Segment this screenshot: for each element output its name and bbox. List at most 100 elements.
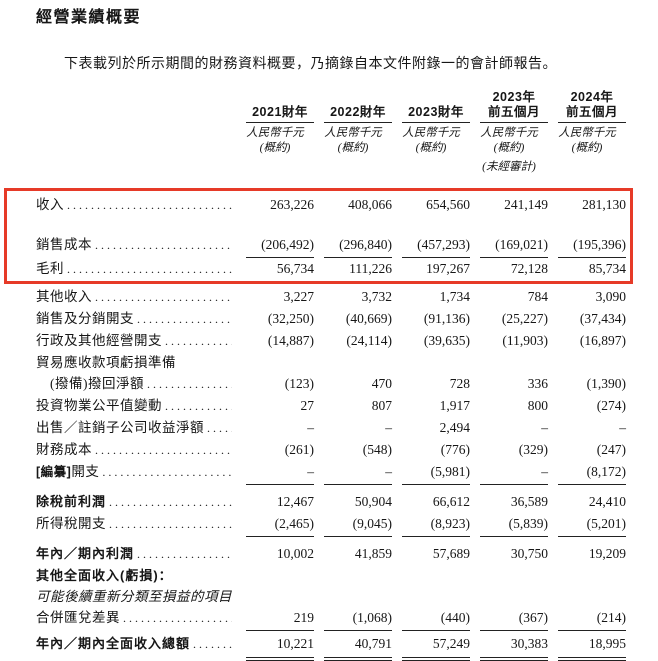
dot-leader <box>95 287 232 308</box>
table-row: (撥備)撥回淨額 (123) 470 728 336 (1,390) <box>36 373 626 395</box>
cell-value: 1,917 <box>439 398 470 413</box>
cell-value: (39,635) <box>423 333 470 348</box>
cell-value: 728 <box>449 376 470 391</box>
cell-value: 2,494 <box>439 420 470 435</box>
row-label-area: 其他收入 <box>36 286 236 308</box>
column-approx-note: (概約) <box>259 142 291 154</box>
column-unit-label: 人民幣千元 <box>480 127 538 139</box>
table-row: 銷售及分銷開支 (32,250) (40,669) (91,136) (25,227) (… <box>36 308 626 330</box>
table-row: 行政及其他經營開支 (14,887) (24,114) (39,635) (11,903… <box>36 330 626 352</box>
table-cell: (776) <box>392 439 470 460</box>
table-cell: (261) <box>236 439 314 460</box>
table-cell: 72,128 <box>470 258 548 279</box>
cell-value: – <box>307 420 314 435</box>
cell-value: (32,250) <box>267 311 314 326</box>
table-row: 除稅前利潤 12,467 50,904 66,612 36,589 24,410 <box>36 491 626 513</box>
table-cell: (195,396) <box>548 234 626 258</box>
table-cell: 654,560 <box>392 194 470 215</box>
cell-value: (14,887) <box>267 333 314 348</box>
cell-value: 24,410 <box>588 494 626 509</box>
row-label-area: [編纂]開支 <box>36 461 236 483</box>
cell-value: (2,465) <box>246 513 314 537</box>
table-cell: (367) <box>470 607 548 631</box>
cell-value: (776) <box>440 442 470 457</box>
column-year-label: 2024年 前五個月 <box>558 90 626 123</box>
intro-paragraph: 下表載列於所示期間的財務資料概要，乃摘錄自本文件附錄一的會計師報告。 <box>64 57 557 72</box>
cell-value: 197,267 <box>426 261 470 276</box>
row-label: 所得稅開支 <box>36 516 106 531</box>
cell-value: 50,904 <box>354 494 392 509</box>
table-row: 可能後續重新分類至損益的項目 <box>36 586 626 607</box>
dot-leader <box>95 440 232 461</box>
table-cell: 85,734 <box>548 258 626 279</box>
row-label-area: 出售／註銷子公司收益淨額 <box>36 417 236 439</box>
table-cell: 30,750 <box>470 543 548 564</box>
dot-leader <box>109 492 232 513</box>
cell-value: 263,226 <box>270 197 314 212</box>
dot-leader <box>137 544 232 565</box>
table-cell: – <box>470 417 548 438</box>
cell-value: (329) <box>518 442 548 457</box>
cell-value: 219 <box>246 607 314 631</box>
row-label-area: (撥備)撥回淨額 <box>36 373 236 395</box>
row-label-area: 合併匯兌差異 <box>36 607 236 629</box>
table-cell: 56,734 <box>236 258 314 279</box>
table-cell: 36,589 <box>470 491 548 512</box>
table-cell: 111,226 <box>314 258 392 279</box>
table-row: [編纂]開支––(5,981)–(8,172) <box>36 461 626 485</box>
column-approx-note: (概約) <box>493 142 525 154</box>
dot-leader <box>109 514 232 535</box>
row-label-area: 行政及其他經營開支 <box>36 330 236 352</box>
table-cell: – <box>236 417 314 438</box>
table-row: 其他全面收入(虧損)： <box>36 565 626 586</box>
table-cell: – <box>314 461 392 485</box>
cell-value: 3,090 <box>595 289 626 304</box>
cell-value: (9,045) <box>324 513 392 537</box>
table-cell: (14,887) <box>236 330 314 351</box>
cell-value: (16,897) <box>579 333 626 348</box>
cell-value: 30,750 <box>510 546 548 561</box>
table-cell: (16,897) <box>548 330 626 351</box>
row-label: 銷售及分銷開支 <box>36 311 134 326</box>
cell-value: (261) <box>284 442 314 457</box>
table-cell: 19,209 <box>548 543 626 564</box>
table-row: 出售／註銷子公司收益淨額 – – 2,494 – – <box>36 417 626 439</box>
cell-value: 1,734 <box>439 289 470 304</box>
row-label-area: 投資物業公平值變動 <box>36 395 236 417</box>
column-header: 2021財年 人民幣千元 (概約) <box>236 90 314 174</box>
table-cell: (8,923) <box>392 513 470 537</box>
table-cell: – <box>314 417 392 438</box>
row-label: 出售／註銷子公司收益淨額 <box>36 420 204 435</box>
table-cell: (11,903) <box>470 330 548 351</box>
table-cell: 3,090 <box>548 286 626 307</box>
cell-value: 784 <box>527 289 548 304</box>
row-label: 貿易應收款項虧損準備 <box>36 355 176 370</box>
table-cell: 1,917 <box>392 395 470 416</box>
cell-value: 800 <box>527 398 548 413</box>
table-cell: (32,250) <box>236 308 314 329</box>
dot-leader <box>102 462 232 483</box>
table-row: 收入 263,226 408,066 654,560 241,149 281,130 <box>36 194 626 216</box>
cell-value: – <box>324 461 392 485</box>
table-cell: (274) <box>548 395 626 416</box>
cell-value: (206,492) <box>246 234 314 258</box>
row-label: 其他收入 <box>36 289 92 304</box>
table-cell: (91,136) <box>392 308 470 329</box>
table-cell: (25,227) <box>470 308 548 329</box>
cell-value: (11,903) <box>502 333 548 348</box>
column-approx-note: (概約) <box>571 142 603 154</box>
table-cell: (440) <box>392 607 470 631</box>
row-label: 可能後續重新分類至損益的項目 <box>36 589 232 604</box>
cell-value: 10,221 <box>246 633 314 661</box>
table-row: 所得稅開支 (2,465) (9,045) (8,923) (5,839) (5,201) <box>36 513 626 537</box>
cell-value: – <box>480 461 548 485</box>
header-label-spacer <box>36 90 236 174</box>
row-label-area: 所得稅開支 <box>36 513 236 535</box>
column-header: 2023財年 人民幣千元 (概約) <box>392 90 470 174</box>
cell-value: 19,209 <box>588 546 626 561</box>
table-cell: (5,201) <box>548 513 626 537</box>
cell-value: (214) <box>558 607 626 631</box>
row-label: 毛利 <box>36 261 64 276</box>
table-cell: 27 <box>236 395 315 416</box>
row-label-area: 貿易應收款項虧損準備 <box>36 352 626 373</box>
